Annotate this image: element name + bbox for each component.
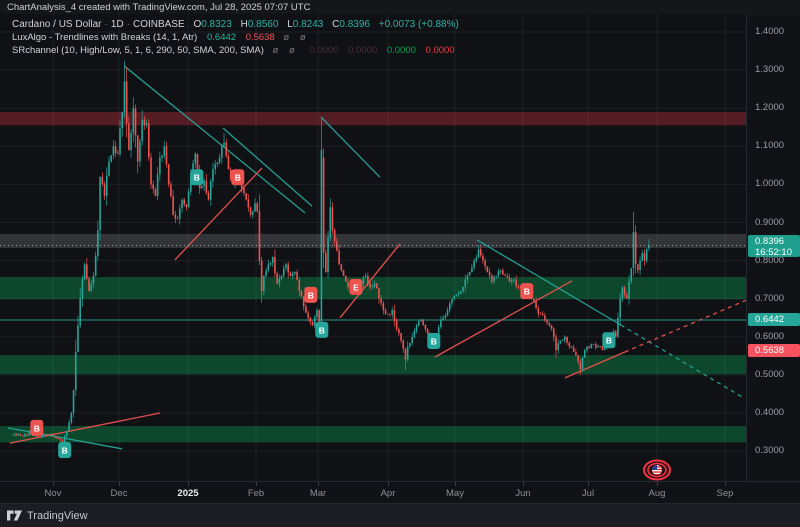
us-flag-event-icon[interactable] <box>641 458 673 489</box>
month-tick <box>53 482 54 486</box>
legend: Cardano / US Dollar · 1D · COINBASE O0.8323 … <box>12 18 459 57</box>
level-price-tag: 0.6442 <box>748 313 800 327</box>
month-label: May <box>446 488 464 499</box>
month-label: Nov <box>44 488 62 499</box>
month-tick <box>388 482 389 486</box>
timeframe[interactable]: 1D <box>110 19 124 30</box>
svg-text:B: B <box>319 325 325 335</box>
snapshot-title: ChartAnalysis_4 created with TradingView… <box>7 2 311 13</box>
month-label: Apr <box>380 488 396 499</box>
svg-text:B: B <box>194 173 200 183</box>
srchannel-value-dim: 0.0000 <box>309 45 339 56</box>
price-tick-label: 0.6000 <box>755 330 785 342</box>
footer-bar: TradingView <box>0 503 800 527</box>
month-label: Mar <box>309 488 327 499</box>
svg-text:B: B <box>308 290 314 300</box>
svg-text:B: B <box>62 446 68 456</box>
month-label: Dec <box>110 488 128 499</box>
trendline-lower-value: 0.5638 <box>245 32 275 43</box>
month-tick <box>725 482 726 486</box>
month-label: Jun <box>515 488 531 499</box>
symbol-title[interactable]: Cardano / US Dollar <box>12 19 102 30</box>
close-value: 0.8396 <box>339 19 370 30</box>
price-tick-label: 0.3000 <box>755 445 785 457</box>
price-tick-label: 0.5000 <box>755 368 785 380</box>
svg-text:B: B <box>235 173 241 183</box>
indicator-name[interactable]: LuxAlgo - Trendlines with Breaks (14, 1,… <box>12 32 198 43</box>
price-axis[interactable]: 1.4000 1.3000 1.2000 1.1000 1.0000 0.9000 0.80… <box>746 14 800 481</box>
month-label: Jul <box>581 488 595 499</box>
month-label: Sep <box>716 488 734 499</box>
price-tick-label: 1.1000 <box>755 140 785 152</box>
svg-text:B: B <box>606 336 612 346</box>
month-tick <box>256 482 257 486</box>
price-tick-label: 1.2000 <box>755 102 785 114</box>
symbol-row[interactable]: Cardano / US Dollar · 1D · COINBASE O0.8323 … <box>12 18 459 31</box>
month-label: 2025 <box>177 488 199 499</box>
srchannel-value-up: 0.0000 <box>386 45 416 56</box>
trendline-upper-value: 0.6442 <box>206 32 237 43</box>
close-label: C <box>332 19 340 30</box>
level-price-tag: 0.5638 <box>748 344 800 358</box>
month-tick <box>588 482 589 486</box>
empty-values: ø ø <box>272 45 299 56</box>
svg-text:B: B <box>524 287 530 297</box>
time-axis[interactable]: Nov Dec 2025 Feb Mar Apr May Jun Jul Aug Sep <box>0 481 800 503</box>
month-tick <box>657 482 658 486</box>
last-price-countdown-tag: 0.8396 16:52:10 <box>748 234 800 258</box>
separator: · <box>104 19 108 30</box>
price-tick-label: 0.8000 <box>755 254 785 266</box>
change-value: +0.0073 (+0.88%) <box>378 19 459 30</box>
high-label: H <box>240 19 248 30</box>
month-label: Feb <box>247 488 265 499</box>
svg-text:B: B <box>34 423 40 433</box>
open-value: 0.8323 <box>201 19 232 30</box>
high-value: 0.8560 <box>247 19 279 30</box>
price-tick-label: 1.3000 <box>755 64 785 76</box>
exchange: COINBASE <box>132 19 185 30</box>
candlestick-chart[interactable]: B B B B B B E B B B <box>0 14 746 481</box>
month-label: Aug <box>648 488 666 499</box>
price-tick-label: 1.0000 <box>755 178 785 190</box>
tradingview-mark-icon <box>7 510 22 521</box>
indicator-row-luxalgo[interactable]: LuxAlgo - Trendlines with Breaks (14, 1,… <box>12 31 459 44</box>
svg-text:B: B <box>431 337 437 347</box>
snapshot-header: ChartAnalysis_4 created with TradingView… <box>0 0 800 15</box>
price-tick-label: 1.4000 <box>755 26 785 37</box>
brand-name: TradingView <box>27 509 88 522</box>
open-label: O <box>193 19 202 30</box>
indicator-name[interactable]: SRchannel (10, High/Low, 5, 1, 6, 290, 5… <box>12 45 264 56</box>
month-tick <box>455 482 456 486</box>
month-tick <box>318 482 319 486</box>
srchannel-value-dim: 0.0000 <box>348 45 378 56</box>
price-tick-label: 0.7000 <box>755 292 785 304</box>
separator: · <box>126 19 130 30</box>
low-value: 0.8243 <box>292 19 324 30</box>
month-tick <box>523 482 524 486</box>
tradingview-logo[interactable]: TradingView <box>7 509 88 522</box>
svg-text:E: E <box>353 282 359 292</box>
srchannel-value-down: 0.0000 <box>425 45 455 56</box>
low-label: L <box>287 19 293 30</box>
month-tick <box>119 482 120 486</box>
price-tick-label: 0.4000 <box>755 407 785 418</box>
empty-values: ø ø <box>283 32 310 43</box>
price-tick-label: 0.9000 <box>755 216 785 228</box>
indicator-row-srchannel[interactable]: SRchannel (10, High/Low, 5, 1, 6, 290, 5… <box>12 44 459 57</box>
month-tick <box>188 482 189 486</box>
